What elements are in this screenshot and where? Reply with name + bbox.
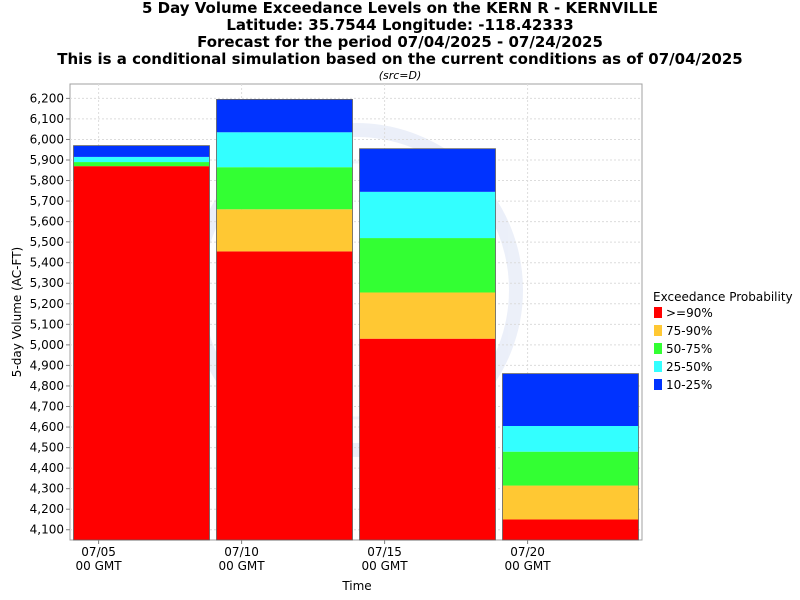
y-tick-label: 5,300 (30, 276, 64, 290)
bar-outline (359, 148, 496, 541)
chart-subtitle-location: Latitude: 35.7544 Longitude: -118.42333 (226, 16, 574, 34)
chart-subtitle-period: Forecast for the period 07/04/2025 - 07/… (197, 33, 603, 51)
legend-item-label: >=90% (666, 306, 713, 320)
y-tick-label: 5,600 (30, 215, 64, 229)
x-tick-sublabel: 00 GMT (505, 559, 552, 573)
y-tick-label: 5,700 (30, 194, 64, 208)
x-tick-sublabel: 00 GMT (76, 559, 123, 573)
y-tick-label: 4,700 (30, 399, 64, 413)
legend-swatch (654, 307, 662, 318)
y-tick-label: 6,200 (30, 91, 64, 105)
bar-segment (216, 209, 353, 252)
bar-segment (502, 485, 639, 520)
y-tick-label: 4,300 (30, 482, 64, 496)
source-note: (src=D) (378, 69, 422, 82)
bar-outline (73, 145, 210, 541)
x-tick-label: 07/20 (510, 545, 545, 559)
x-tick-label: 07/05 (81, 545, 116, 559)
legend-item-label: 50-75% (666, 342, 712, 356)
legend-item-label: 75-90% (666, 324, 712, 338)
bar-segment (73, 145, 210, 157)
bar-outline (216, 99, 353, 541)
bar-segment (216, 99, 353, 133)
chart-titles: 5 Day Volume Exceedance Levels on the KE… (0, 0, 800, 83)
bar-segment (216, 251, 353, 541)
y-tick-label: 4,600 (30, 420, 64, 434)
y-tick-label: 6,100 (30, 112, 64, 126)
bar-segment (216, 167, 353, 210)
legend-swatch (654, 325, 662, 336)
bar-segment (359, 338, 496, 540)
x-tick-sublabel: 00 GMT (362, 559, 409, 573)
bar-segment (73, 162, 210, 167)
bar-segment (502, 426, 639, 452)
bar-segment (359, 148, 496, 192)
x-tick-sublabel: 00 GMT (219, 559, 266, 573)
legend-swatch (654, 343, 662, 354)
y-tick-label: 5,900 (30, 153, 64, 167)
bar-segment (359, 292, 496, 339)
legend: Exceedance Probability >=90% 75-90% 50-75%… (653, 290, 793, 392)
x-axis-title: Time (341, 579, 371, 593)
bar-segment (73, 166, 210, 540)
bar-segment (502, 451, 639, 486)
y-axis-title: 5-day Volume (AC-FT) (10, 247, 24, 377)
y-tick-label: 4,400 (30, 461, 64, 475)
y-tick-label: 4,200 (30, 502, 64, 516)
bar-segment (216, 132, 353, 168)
bar-segment (73, 156, 210, 163)
y-axis: 4,100 4,200 4,300 4,400 4,500 4,600 4,700 4,800… (30, 91, 70, 537)
bar-outline (502, 373, 639, 541)
y-tick-label: 4,500 (30, 441, 64, 455)
y-tick-label: 5,200 (30, 297, 64, 311)
x-tick-label: 07/15 (367, 545, 402, 559)
y-tick-label: 6,000 (30, 132, 64, 146)
y-tick-label: 5,400 (30, 256, 64, 270)
bar-segment (502, 519, 639, 540)
y-tick-label: 4,900 (30, 358, 64, 372)
y-tick-label: 5,100 (30, 317, 64, 331)
y-tick-label: 5,000 (30, 338, 64, 352)
legend-swatch (654, 361, 662, 372)
legend-item-label: 25-50% (666, 360, 712, 374)
y-tick-label: 4,100 (30, 523, 64, 537)
legend-title: Exceedance Probability (653, 290, 793, 304)
y-tick-label: 5,800 (30, 174, 64, 188)
bar-segment (502, 373, 639, 426)
chart-subtitle-conditions: This is a conditional simulation based o… (57, 50, 743, 68)
legend-item-label: 10-25% (666, 378, 712, 392)
chart-title: 5 Day Volume Exceedance Levels on the KE… (141, 0, 659, 17)
bar-segment (359, 191, 496, 239)
x-tick-label: 07/10 (224, 545, 259, 559)
legend-swatch (654, 379, 662, 390)
bar-stack-group (73, 99, 639, 541)
bar-segment (359, 238, 496, 293)
y-tick-label: 4,800 (30, 379, 64, 393)
y-tick-label: 5,500 (30, 235, 64, 249)
